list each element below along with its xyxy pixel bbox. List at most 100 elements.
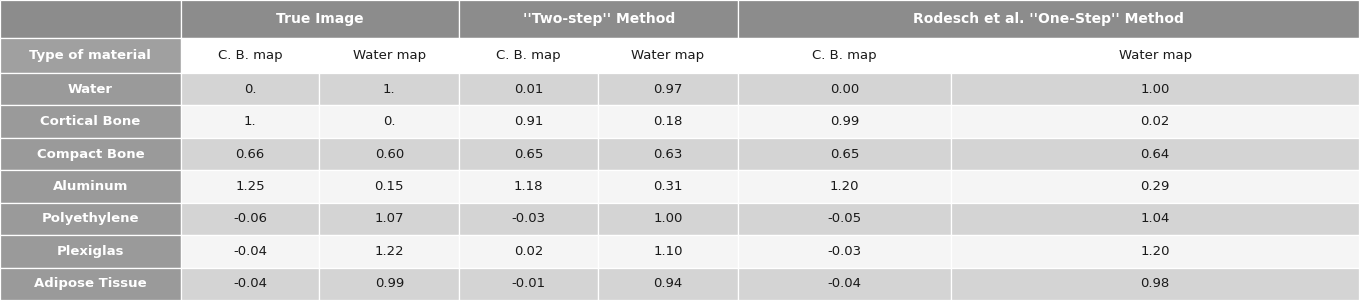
Bar	[459, 138, 598, 170]
Bar	[459, 268, 598, 300]
Text: -0.05: -0.05	[828, 212, 862, 225]
Text: Water map: Water map	[632, 49, 704, 62]
Bar	[181, 268, 319, 300]
Bar	[459, 0, 738, 38]
Text: Compact Bone: Compact Bone	[37, 148, 144, 160]
Text: 1.18: 1.18	[514, 180, 544, 193]
Text: 1.: 1.	[243, 115, 257, 128]
Text: 0.60: 0.60	[375, 148, 404, 160]
Text: 0.31: 0.31	[654, 180, 682, 193]
Text: 0.15: 0.15	[375, 180, 404, 193]
Bar	[0, 138, 181, 170]
Text: Water map: Water map	[353, 49, 425, 62]
Text: 0.63: 0.63	[654, 148, 682, 160]
Bar	[951, 38, 1359, 73]
Bar	[319, 138, 459, 170]
Text: C. B. map: C. B. map	[813, 49, 877, 62]
Bar	[598, 235, 738, 268]
Bar	[181, 203, 319, 235]
Text: 1.04: 1.04	[1140, 212, 1170, 225]
Text: Water: Water	[68, 83, 113, 96]
Bar	[0, 170, 181, 203]
Bar	[598, 203, 738, 235]
Text: 0.94: 0.94	[654, 277, 682, 290]
Bar	[319, 105, 459, 138]
Bar	[459, 38, 598, 73]
Bar	[951, 73, 1359, 105]
Bar	[319, 73, 459, 105]
Text: 1.00: 1.00	[1140, 83, 1170, 96]
Bar	[319, 235, 459, 268]
Text: Aluminum: Aluminum	[53, 180, 128, 193]
Text: 0.99: 0.99	[375, 277, 404, 290]
Bar	[0, 203, 181, 235]
Text: 0.98: 0.98	[1140, 277, 1170, 290]
Bar	[181, 138, 319, 170]
Text: 0.97: 0.97	[654, 83, 682, 96]
Text: 1.25: 1.25	[235, 180, 265, 193]
Bar	[598, 170, 738, 203]
Bar	[319, 268, 459, 300]
Text: 0.99: 0.99	[830, 115, 859, 128]
Bar	[951, 235, 1359, 268]
Bar	[738, 235, 951, 268]
Bar	[951, 203, 1359, 235]
Bar	[459, 73, 598, 105]
Bar	[0, 235, 181, 268]
Text: 0.01: 0.01	[514, 83, 544, 96]
Bar	[951, 105, 1359, 138]
Bar	[598, 38, 738, 73]
Text: 0.18: 0.18	[654, 115, 682, 128]
Bar	[598, 105, 738, 138]
Text: -0.01: -0.01	[511, 277, 546, 290]
Text: -0.03: -0.03	[511, 212, 546, 225]
Text: 0.02: 0.02	[514, 245, 544, 258]
Text: Polyethylene: Polyethylene	[42, 212, 139, 225]
Bar	[598, 138, 738, 170]
Text: Cortical Bone: Cortical Bone	[41, 115, 140, 128]
Bar	[738, 203, 951, 235]
Text: 1.10: 1.10	[654, 245, 682, 258]
Text: 1.: 1.	[383, 83, 395, 96]
Bar	[181, 73, 319, 105]
Bar	[951, 138, 1359, 170]
Text: Plexiglas: Plexiglas	[57, 245, 124, 258]
Text: True Image: True Image	[276, 12, 364, 26]
Bar	[598, 73, 738, 105]
Bar	[738, 0, 1359, 38]
Bar	[0, 268, 181, 300]
Bar	[951, 268, 1359, 300]
Bar	[0, 73, 181, 105]
Text: 0.: 0.	[243, 83, 257, 96]
Bar	[181, 38, 319, 73]
Text: 0.65: 0.65	[830, 148, 859, 160]
Bar	[951, 170, 1359, 203]
Text: Water map: Water map	[1118, 49, 1192, 62]
Bar	[0, 0, 181, 38]
Bar	[459, 235, 598, 268]
Text: 0.29: 0.29	[1140, 180, 1170, 193]
Bar	[459, 105, 598, 138]
Text: C. B. map: C. B. map	[217, 49, 283, 62]
Text: 1.20: 1.20	[830, 180, 859, 193]
Text: -0.06: -0.06	[232, 212, 268, 225]
Bar	[0, 105, 181, 138]
Bar	[738, 170, 951, 203]
Bar	[459, 203, 598, 235]
Bar	[0, 38, 181, 73]
Text: Rodesch et al. ''One-Step'' Method: Rodesch et al. ''One-Step'' Method	[913, 12, 1184, 26]
Text: Type of material: Type of material	[30, 49, 151, 62]
Text: 0.00: 0.00	[830, 83, 859, 96]
Text: -0.04: -0.04	[232, 245, 268, 258]
Text: -0.04: -0.04	[828, 277, 862, 290]
Bar	[738, 73, 951, 105]
Bar	[181, 0, 459, 38]
Bar	[319, 170, 459, 203]
Text: 0.65: 0.65	[514, 148, 544, 160]
Bar	[181, 170, 319, 203]
Bar	[181, 105, 319, 138]
Text: 1.07: 1.07	[375, 212, 404, 225]
Text: -0.03: -0.03	[828, 245, 862, 258]
Text: 1.22: 1.22	[375, 245, 404, 258]
Text: 0.91: 0.91	[514, 115, 544, 128]
